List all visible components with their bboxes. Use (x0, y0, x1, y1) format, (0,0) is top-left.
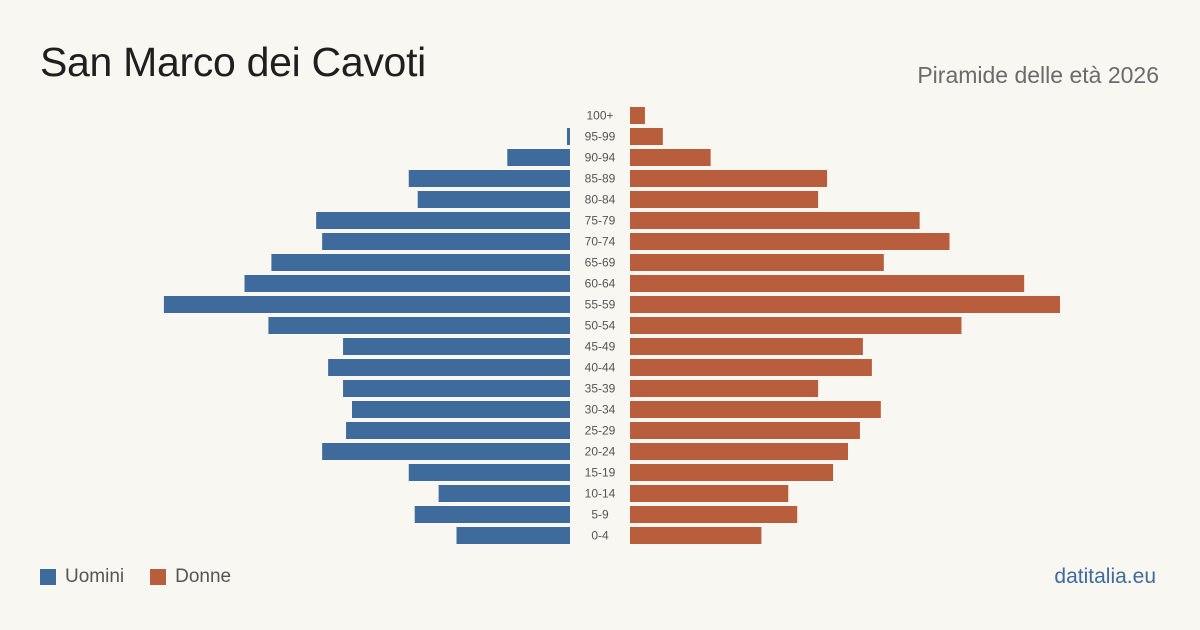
bar-men-5-9 (414, 506, 570, 523)
bar-men-50-54 (268, 317, 570, 334)
age-label-15-19: 15-19 (585, 466, 616, 480)
bar-men-45-49 (343, 338, 570, 355)
bar-women-100+ (630, 107, 645, 124)
bar-women-80-84 (630, 191, 819, 208)
age-label-25-29: 25-29 (585, 424, 616, 438)
legend-item-women: Donne (150, 566, 231, 588)
bar-women-85-89 (630, 170, 828, 187)
age-label-90-94: 90-94 (585, 151, 616, 165)
bar-women-45-49 (630, 338, 863, 355)
bar-men-80-84 (417, 191, 570, 208)
chart-subtitle: Piramide delle età 2026 (917, 62, 1159, 88)
age-label-85-89: 85-89 (585, 172, 616, 186)
age-label-55-59: 55-59 (585, 298, 616, 312)
age-label-80-84: 80-84 (585, 193, 616, 207)
legend-swatch-women (150, 569, 167, 585)
bar-men-40-44 (328, 359, 570, 376)
age-label-65-69: 65-69 (585, 256, 616, 270)
bar-women-25-29 (630, 422, 860, 439)
age-label-45-49: 45-49 (585, 340, 616, 354)
age-label-95-99: 95-99 (585, 130, 616, 144)
age-label-50-54: 50-54 (585, 319, 616, 333)
source-link[interactable]: datitalia.eu (1054, 565, 1156, 588)
bar-men-60-64 (244, 275, 570, 292)
age-label-70-74: 70-74 (585, 235, 616, 249)
legend-label-women: Donne (175, 566, 232, 587)
bar-women-10-14 (630, 485, 789, 502)
bar-men-90-94 (507, 149, 570, 166)
bar-men-15-19 (408, 464, 570, 481)
bar-women-30-34 (630, 401, 881, 418)
bar-women-60-64 (630, 275, 1025, 292)
bar-women-35-39 (630, 380, 819, 397)
chart-title: San Marco dei Cavoti (40, 39, 426, 85)
bar-women-5-9 (630, 506, 798, 523)
bar-men-25-29 (346, 422, 570, 439)
bar-men-30-34 (352, 401, 570, 418)
bar-men-95-99 (567, 128, 570, 145)
age-label-20-24: 20-24 (585, 445, 616, 459)
bar-women-55-59 (630, 296, 1060, 313)
bar-men-0-4 (456, 527, 570, 544)
bar-women-0-4 (630, 527, 762, 544)
bar-men-75-79 (316, 212, 570, 229)
bar-men-85-89 (408, 170, 570, 187)
age-label-40-44: 40-44 (585, 361, 616, 375)
bar-women-40-44 (630, 359, 872, 376)
legend-label-men: Uomini (65, 566, 125, 587)
age-label-5-9: 5-9 (591, 508, 609, 522)
legend-swatch-men (40, 569, 56, 585)
age-label-100+: 100+ (586, 109, 613, 123)
age-label-60-64: 60-64 (585, 277, 616, 291)
bar-men-65-69 (271, 254, 570, 271)
bar-women-75-79 (630, 212, 920, 229)
age-label-75-79: 75-79 (585, 214, 616, 228)
bar-men-10-14 (438, 485, 570, 502)
age-label-0-4: 0-4 (591, 529, 609, 543)
legend-item-men: Uomini (40, 566, 124, 588)
bar-men-20-24 (322, 443, 570, 460)
bar-women-90-94 (630, 149, 711, 166)
bar-women-20-24 (630, 443, 848, 460)
bar-men-70-74 (322, 233, 570, 250)
bar-women-15-19 (630, 464, 834, 481)
bar-men-35-39 (343, 380, 570, 397)
age-label-10-14: 10-14 (585, 487, 616, 501)
bar-women-65-69 (630, 254, 884, 271)
bar-women-70-74 (630, 233, 950, 250)
legend: Uomini Donne (40, 566, 257, 588)
bar-women-95-99 (630, 128, 663, 145)
bar-women-50-54 (630, 317, 962, 334)
bar-men-55-59 (163, 296, 570, 313)
age-label-30-34: 30-34 (585, 403, 616, 417)
age-label-35-39: 35-39 (585, 382, 616, 396)
